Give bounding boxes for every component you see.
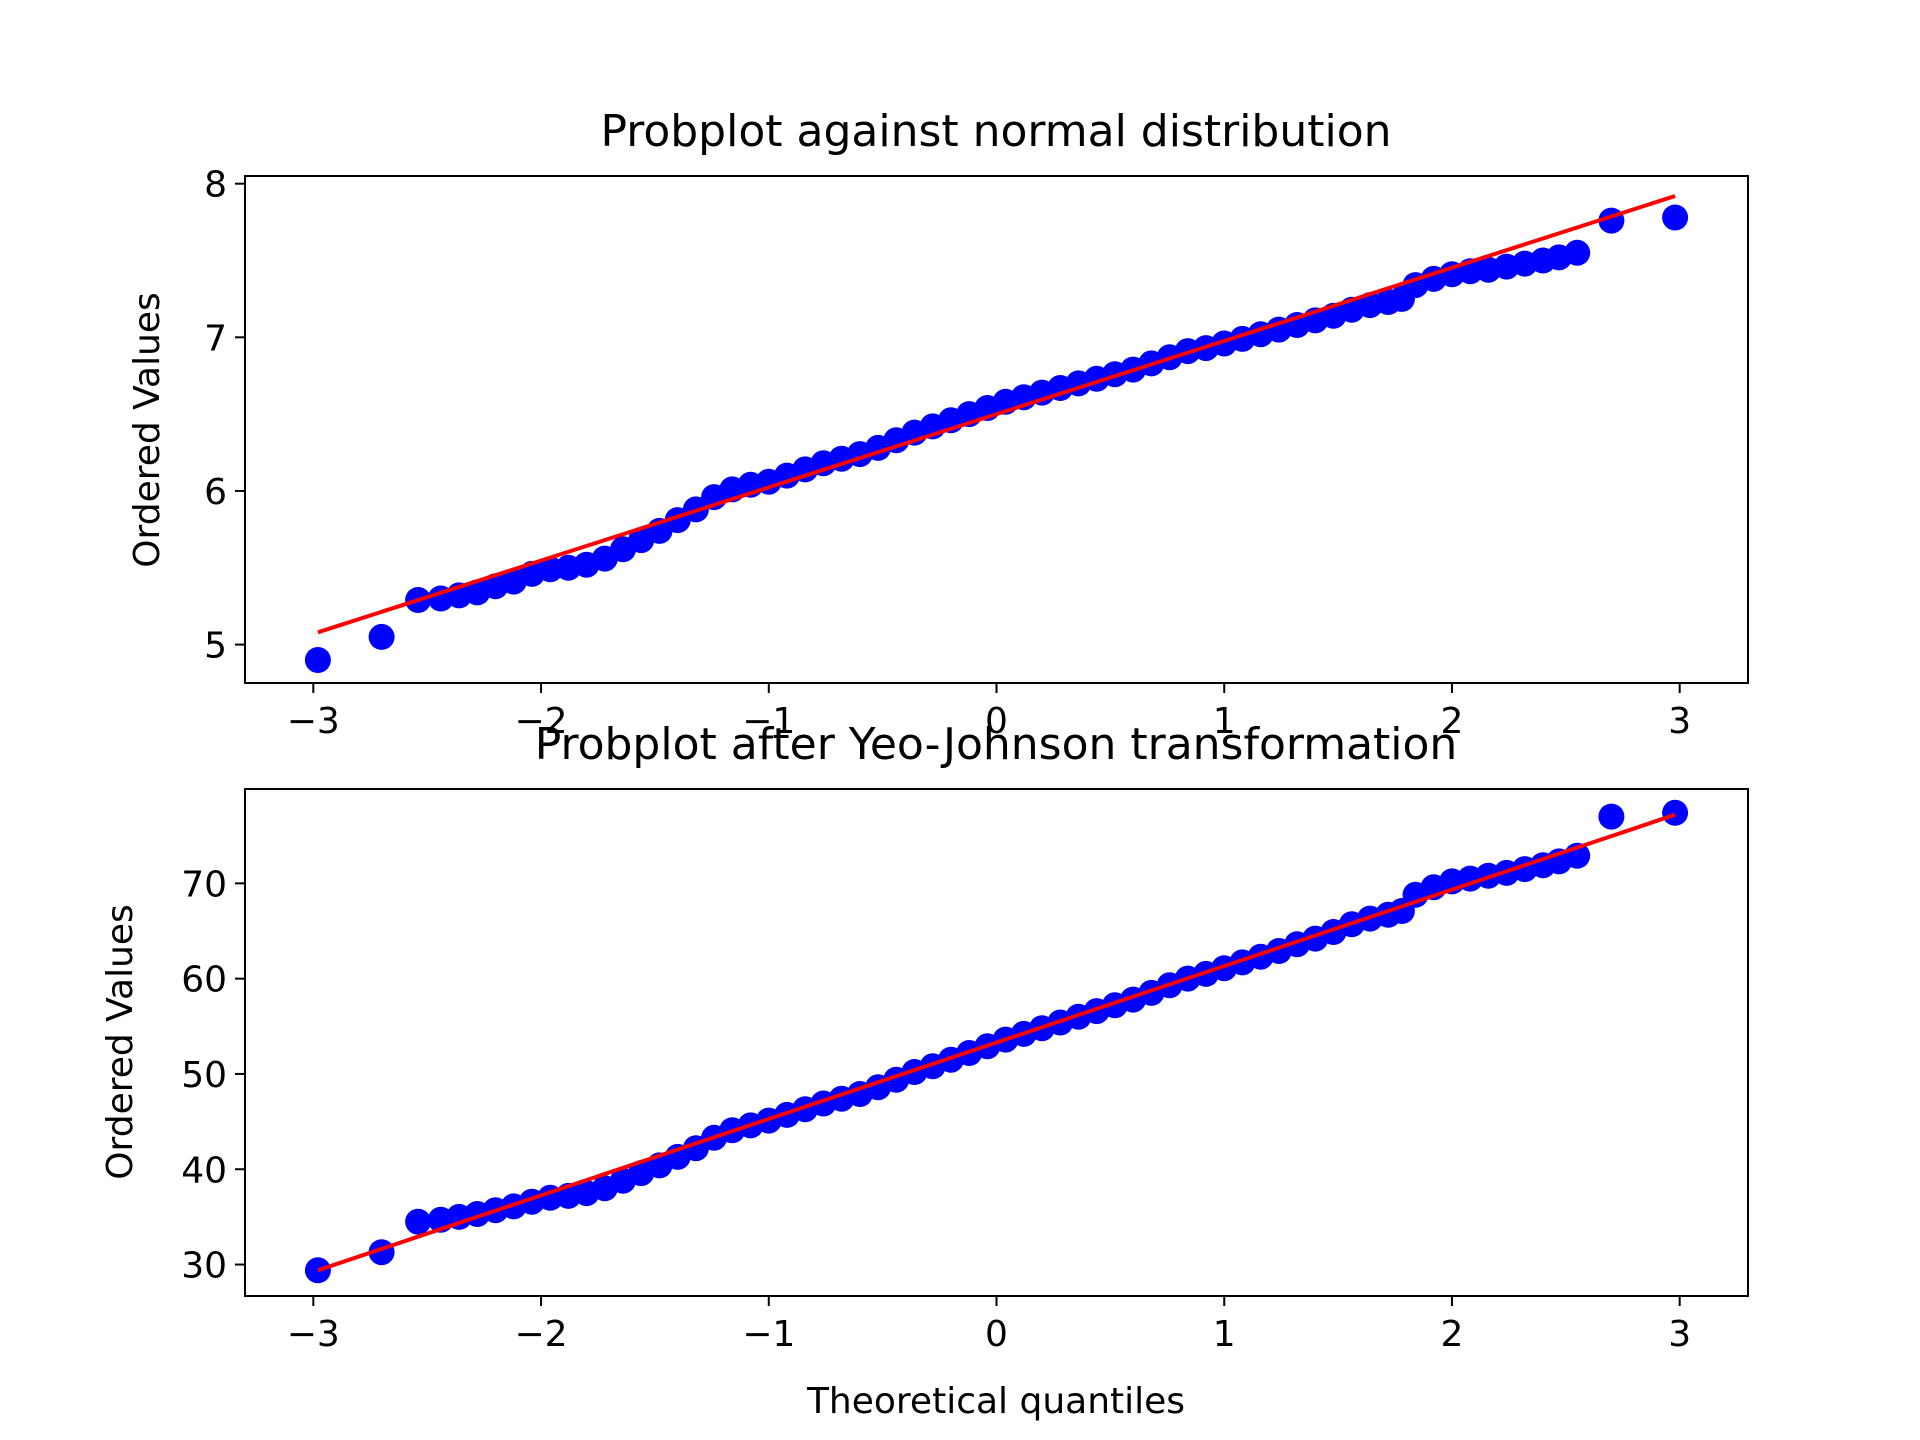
x-tick-label: −3	[287, 1314, 340, 1355]
y-tick-label: 30	[181, 1246, 227, 1287]
y-tick-label: 70	[181, 864, 227, 905]
x-axis-label: Theoretical quantiles	[806, 1381, 1185, 1422]
x-tick-label: −3	[287, 701, 340, 742]
y-tick-label: 50	[181, 1055, 227, 1096]
x-axis: −3 −2 −1 0 1 2 3	[287, 683, 1691, 742]
x-tick-label: 1	[1213, 701, 1236, 742]
panel-yeo-johnson-probplot: −3 −2 −1 0 1 2 3 30 40 50 60 70 Probplot after Yeo…	[100, 719, 1749, 1422]
y-tick-label: 5	[204, 626, 227, 667]
x-tick-label: −1	[742, 701, 795, 742]
fit-line	[317, 812, 1676, 1273]
y-tick-label: 8	[204, 165, 227, 206]
y-tick-label: 6	[204, 472, 227, 513]
x-tick-label: 0	[985, 1314, 1008, 1355]
chart-title: Probplot after Yeo-Johnson transformatio…	[535, 719, 1458, 770]
y-axis: 5 6 7 8	[204, 165, 245, 667]
y-tick-label: 40	[181, 1150, 227, 1191]
plot-area-normal	[304, 194, 1689, 673]
x-tick-label: 2	[1441, 701, 1464, 742]
data-point	[304, 647, 331, 673]
data-point	[405, 1208, 432, 1235]
y-axis: 30 40 50 60 70	[181, 864, 245, 1287]
x-tick-label: 0	[985, 701, 1008, 742]
x-tick-label: −1	[742, 1314, 795, 1355]
y-tick-label: 7	[204, 318, 227, 359]
x-tick-label: 2	[1441, 1314, 1464, 1355]
data-point	[368, 623, 395, 650]
x-tick-label: 1	[1213, 1314, 1236, 1355]
x-tick-label: −2	[515, 701, 568, 742]
x-tick-label: 3	[1668, 1314, 1691, 1355]
data-point	[1564, 239, 1591, 266]
y-axis-label: Ordered Values	[100, 904, 141, 1180]
chart-title: Probplot against normal distribution	[600, 106, 1391, 157]
panel-normal-probplot: Probplot against normal distribution −3−…	[127, 106, 1749, 742]
y-axis-label: Ordered Values	[127, 292, 168, 568]
y-tick-label: 60	[181, 960, 227, 1001]
fit-line	[317, 194, 1676, 635]
data-point	[1598, 803, 1625, 830]
plot-area-yeo-johnson	[304, 799, 1689, 1284]
x-tick-label: −2	[515, 1314, 568, 1355]
x-tick-label: 3	[1668, 701, 1691, 742]
data-point	[1662, 204, 1689, 231]
x-axis: −3 −2 −1 0 1 2 3	[287, 1296, 1691, 1355]
data-point	[1662, 799, 1689, 826]
